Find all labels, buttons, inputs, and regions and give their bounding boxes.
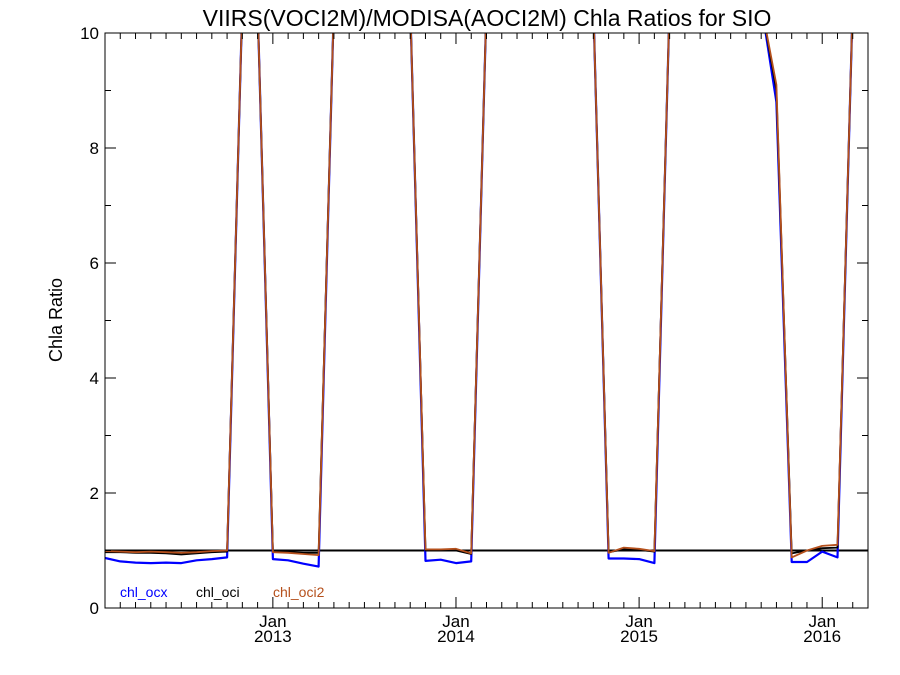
x-tick-label-month: Jan: [809, 612, 836, 631]
x-tick-label-month: Jan: [259, 612, 286, 631]
x-tick-label-year: 2014: [437, 627, 475, 646]
legend-entry-chl-oci: chl_oci: [196, 584, 240, 600]
x-tick-label-year: 2015: [620, 627, 658, 646]
legend-entry-chl-oci2: chl_oci2: [273, 584, 325, 600]
x-tick-label-year: 2013: [254, 627, 292, 646]
legend-entry-chl-ocx: chl_ocx: [120, 584, 167, 600]
y-tick-label: 8: [90, 139, 99, 158]
chart-title: VIIRS(VOCI2M)/MODISA(AOCI2M) Chla Ratios…: [203, 5, 772, 31]
y-tick-label: 10: [80, 24, 99, 43]
y-tick-label: 2: [90, 484, 99, 503]
plot-frame: [104, 32, 869, 609]
y-tick-label: 0: [90, 599, 99, 618]
x-tick-label-month: Jan: [442, 612, 469, 631]
y-axis-label: Chla Ratio: [46, 278, 66, 362]
y-axis: 0 2 4 6 8 10: [80, 24, 868, 618]
plot-area: [105, 33, 868, 568]
y-tick-label: 4: [90, 369, 99, 388]
x-tick-label-month: Jan: [625, 612, 652, 631]
series-line-chl-oci2: [105, 33, 853, 559]
y-tick-label: 6: [90, 254, 99, 273]
x-tick-label-year: 2016: [803, 627, 841, 646]
legend: chl_ocx chl_oci chl_oci2: [120, 584, 325, 600]
